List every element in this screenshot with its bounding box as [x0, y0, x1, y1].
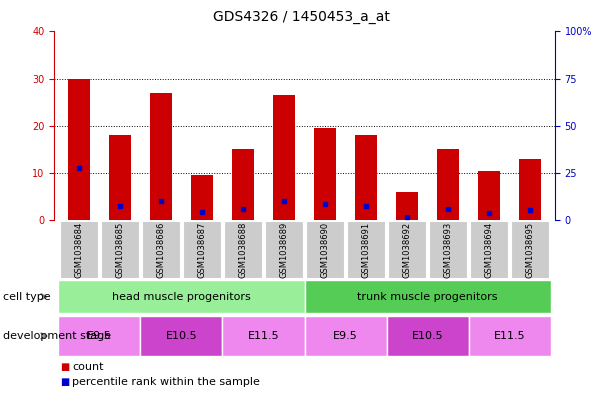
Text: cell type: cell type [3, 292, 51, 302]
FancyBboxPatch shape [305, 281, 551, 313]
Bar [191, 175, 213, 220]
Text: GSM1038692: GSM1038692 [403, 222, 412, 278]
Bar [519, 159, 541, 220]
FancyBboxPatch shape [511, 221, 549, 278]
Text: E10.5: E10.5 [166, 331, 197, 341]
Text: GSM1038693: GSM1038693 [444, 222, 453, 278]
Text: GSM1038688: GSM1038688 [238, 222, 247, 278]
Text: ■: ■ [60, 377, 69, 387]
Bar [150, 93, 172, 220]
FancyBboxPatch shape [142, 221, 180, 278]
Text: GSM1038685: GSM1038685 [115, 222, 124, 278]
Text: ■: ■ [60, 362, 69, 373]
Text: E10.5: E10.5 [412, 331, 443, 341]
FancyBboxPatch shape [58, 316, 140, 356]
FancyBboxPatch shape [223, 316, 305, 356]
Bar [396, 192, 418, 220]
Text: development stage: development stage [3, 331, 111, 341]
Text: E11.5: E11.5 [494, 331, 525, 341]
Text: GSM1038684: GSM1038684 [74, 222, 83, 278]
Text: count: count [72, 362, 104, 373]
Bar [314, 128, 336, 220]
FancyBboxPatch shape [388, 221, 426, 278]
Text: E11.5: E11.5 [248, 331, 279, 341]
FancyBboxPatch shape [470, 221, 508, 278]
Bar [109, 135, 131, 220]
FancyBboxPatch shape [58, 281, 305, 313]
FancyBboxPatch shape [140, 316, 223, 356]
Bar [478, 171, 500, 220]
Bar [437, 149, 459, 220]
Text: GSM1038694: GSM1038694 [485, 222, 494, 278]
Bar [273, 95, 295, 220]
Text: GDS4326 / 1450453_a_at: GDS4326 / 1450453_a_at [213, 10, 390, 24]
FancyBboxPatch shape [224, 221, 262, 278]
FancyBboxPatch shape [265, 221, 303, 278]
Bar [232, 149, 254, 220]
FancyBboxPatch shape [347, 221, 385, 278]
Text: trunk muscle progenitors: trunk muscle progenitors [358, 292, 498, 302]
Text: GSM1038695: GSM1038695 [526, 222, 535, 278]
Bar [68, 79, 90, 220]
Text: E9.5: E9.5 [333, 331, 358, 341]
Text: percentile rank within the sample: percentile rank within the sample [72, 377, 260, 387]
Text: GSM1038690: GSM1038690 [321, 222, 329, 278]
FancyBboxPatch shape [183, 221, 221, 278]
Text: GSM1038691: GSM1038691 [362, 222, 371, 278]
Text: E9.5: E9.5 [87, 331, 112, 341]
Text: GSM1038689: GSM1038689 [280, 222, 288, 278]
FancyBboxPatch shape [60, 221, 98, 278]
Bar [355, 135, 377, 220]
FancyBboxPatch shape [429, 221, 467, 278]
FancyBboxPatch shape [387, 316, 469, 356]
Text: GSM1038687: GSM1038687 [197, 222, 206, 278]
Text: GSM1038686: GSM1038686 [156, 222, 165, 278]
FancyBboxPatch shape [101, 221, 139, 278]
Text: head muscle progenitors: head muscle progenitors [112, 292, 251, 302]
FancyBboxPatch shape [306, 221, 344, 278]
FancyBboxPatch shape [469, 316, 551, 356]
FancyBboxPatch shape [305, 316, 387, 356]
